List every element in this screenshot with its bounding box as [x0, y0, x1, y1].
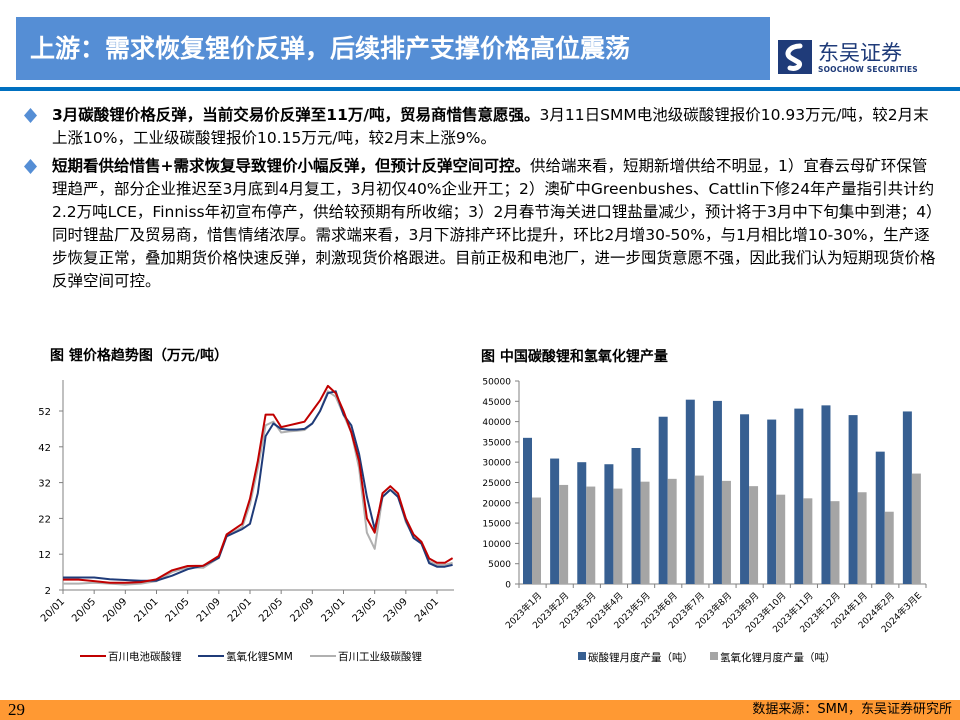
bar [694, 475, 704, 584]
bar [794, 408, 804, 584]
legend-label: 百川工业级碳酸锂 [338, 650, 422, 663]
bar [586, 486, 596, 584]
y-tick-label: 50000 [482, 378, 511, 388]
x-tick-label: 24/01 [413, 596, 441, 624]
bar [767, 419, 777, 584]
y-tick-label: 35000 [482, 438, 511, 448]
bullet-bold: 短期看供给惜售+需求恢复导致锂价小幅反弹，但预计反弹空间可控。 [52, 157, 530, 175]
legend-swatch [710, 652, 718, 660]
bar [721, 480, 731, 584]
y-tick-label: 15000 [482, 520, 511, 530]
title-band: 上游：需求恢复锂价反弹，后续排产支撑价格高位震荡 [16, 17, 770, 80]
line-series [63, 384, 454, 584]
bar [884, 511, 894, 584]
bar [712, 400, 722, 584]
bullet-item: 短期看供给惜售+需求恢复导致锂价小幅反弹，但预计反弹空间可控。供给端来看，短期新… [20, 155, 940, 293]
legend-label: 氢氧化锂SMM [226, 650, 293, 663]
legend-label: 百川电池碳酸锂 [108, 650, 182, 663]
bar [559, 484, 569, 584]
bullet-list: 3月碳酸锂价格反弹，当前交易价反弹至11万/吨，贸易商惜售意愿强。3月11日SM… [20, 104, 940, 298]
page-number: 29 [8, 700, 25, 719]
bar [911, 473, 921, 584]
x-tick-label: 22/01 [226, 596, 254, 624]
bar [848, 415, 858, 584]
y-tick-label: 45000 [482, 398, 511, 408]
bar [577, 462, 587, 584]
y-tick-label: 25000 [482, 479, 511, 489]
lithium-production-bar-chart: 0 5000 10000 15000 20000 25000 30000 35000 40000… [482, 378, 927, 664]
lithium-price-line-chart: 2 12 22 32 42 52 20/01 20/05 20/09 21/01 21/05 21/0… [38, 380, 454, 663]
bullet-text: 3月11日SMM电池级碳酸锂报价10.93万元/吨，较2月末上涨10%，工业级碳… [52, 106, 929, 147]
bullet-item: 3月碳酸锂价格反弹，当前交易价反弹至11万/吨，贸易商惜售意愿强。3月11日SM… [20, 104, 940, 150]
line-chart-title: 图 锂价格趋势图（万元/吨） [50, 348, 228, 364]
bar [532, 497, 541, 584]
bar [667, 478, 677, 584]
y-tick-label: 5000 [488, 560, 511, 570]
logo-text-en: SOOCHOW SECURITIES [818, 65, 918, 74]
diamond-bullet-icon [24, 108, 37, 123]
bar [776, 494, 786, 584]
y-tick-label: 40000 [482, 418, 511, 428]
x-tick-label: 22/09 [288, 596, 316, 624]
y-tick-label: 22 [38, 514, 51, 525]
bar [830, 501, 840, 584]
bar [749, 486, 759, 584]
bar [902, 411, 912, 584]
bar [740, 414, 750, 584]
x-tick-label: 20/01 [39, 596, 67, 624]
x-tick-label: 23/09 [382, 596, 410, 624]
bullet-text: 供给端来看，短期新增供给不明显，1）宜春云母矿环保管理趋严，部分企业推迟至3月底… [52, 157, 936, 290]
bullet-bold: 3月碳酸锂价格反弹，当前交易价反弹至11万/吨，贸易商惜售意愿强。 [52, 106, 540, 124]
logo-text-cn: 东吴证券 [818, 41, 902, 65]
y-tick-label: 52 [38, 407, 51, 418]
line-series [63, 390, 453, 582]
bar [658, 416, 668, 584]
y-tick-label: 20000 [482, 499, 511, 509]
bar-chart-title: 图 中国碳酸锂和氢氧化锂产量 [481, 349, 668, 365]
y-tick-label: 30000 [482, 459, 511, 469]
footer-bar: 29 数据来源：SMM，东吴证券研究所 [0, 700, 960, 720]
y-tick-label: 2 [45, 586, 51, 597]
y-tick-label: 42 [38, 443, 51, 454]
header-rule [0, 87, 960, 91]
data-source: 数据来源：SMM，东吴证券研究所 [752, 702, 952, 717]
x-tick-label: 23/05 [351, 596, 379, 624]
bar [640, 481, 650, 584]
bar [604, 464, 614, 584]
legend-swatch [578, 652, 586, 660]
company-logo: 东吴证券 SOOCHOW SECURITIES [778, 40, 938, 80]
bar [821, 405, 831, 584]
bar [523, 437, 532, 584]
bar [613, 488, 623, 584]
diamond-bullet-icon [24, 159, 37, 174]
x-tick-label: 20/09 [101, 596, 129, 624]
y-tick-label: 10000 [482, 540, 511, 550]
x-tick-label: 21/05 [164, 596, 192, 624]
y-tick-label: 12 [38, 550, 51, 561]
bar [550, 458, 560, 584]
x-tick-label: 21/09 [195, 596, 223, 624]
legend-label: 氢氧化锂月度产量（吨） [720, 651, 836, 664]
bar [803, 498, 813, 584]
legend-label: 碳酸锂月度产量（吨） [588, 651, 693, 664]
y-tick-label: 0 [505, 581, 511, 591]
x-tick-label: 20/05 [70, 596, 98, 624]
bar [857, 492, 867, 584]
y-tick-label: 32 [38, 479, 51, 490]
x-tick-label: 21/01 [132, 596, 160, 624]
x-tick-label: 23/01 [319, 596, 347, 624]
bar [685, 399, 695, 584]
soochow-logo-icon [778, 40, 812, 74]
bar [631, 447, 641, 584]
x-tick-label: 22/05 [257, 596, 285, 624]
bar [875, 451, 885, 584]
page-title: 上游：需求恢复锂价反弹，后续排产支撑价格高位震荡 [30, 34, 631, 63]
